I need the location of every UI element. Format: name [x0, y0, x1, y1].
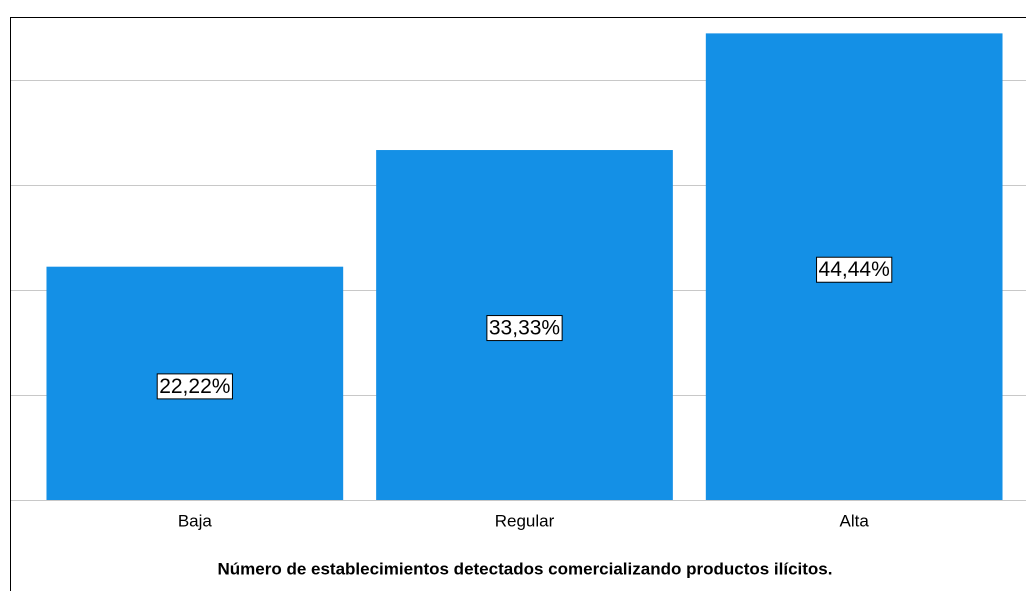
- x-axis-title: Número de establecimientos detectados co…: [218, 559, 833, 578]
- value-label-text: 44,44%: [819, 258, 890, 281]
- value-label: 33,33%: [486, 315, 563, 342]
- plot-area: Baja 22,22% Regular 33,33% Alta 44,44%: [10, 33, 1026, 530]
- value-label-text: 22,22%: [159, 375, 230, 398]
- value-label-box: [816, 256, 893, 283]
- x-tick-label: Regular: [495, 511, 555, 530]
- value-label-box: [156, 373, 233, 400]
- x-tick-label: Baja: [178, 511, 213, 530]
- value-label-box: [486, 315, 563, 342]
- x-tick-label: Alta: [840, 511, 870, 530]
- value-label: 22,22%: [156, 373, 233, 400]
- value-label-text: 33,33%: [489, 317, 560, 340]
- value-label: 44,44%: [816, 256, 893, 283]
